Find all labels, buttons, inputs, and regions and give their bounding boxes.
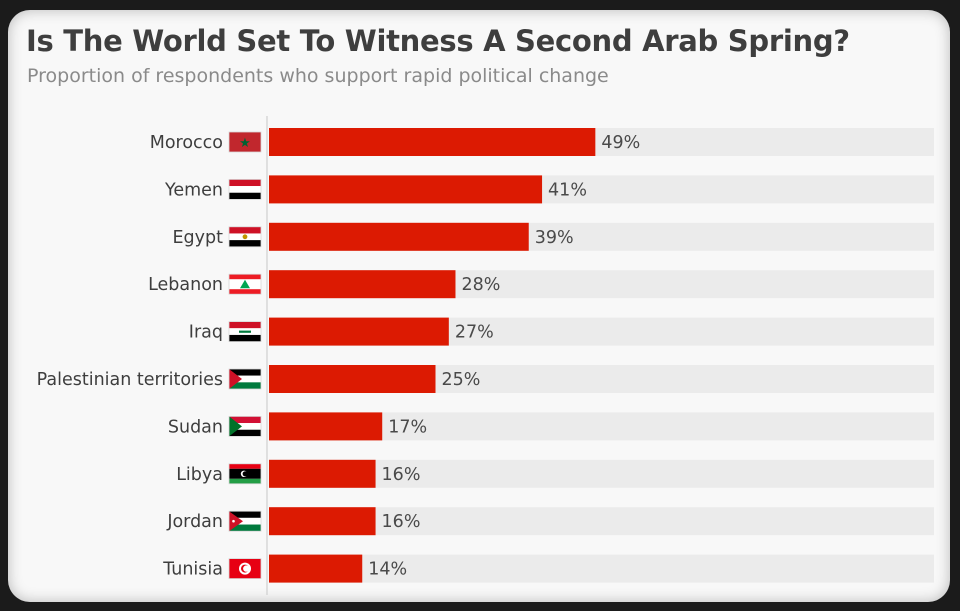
category-label-sudan: Sudan (168, 417, 223, 437)
value-label-libya: 16% (382, 465, 421, 485)
chart-card: Is The World Set To Witness A Second Ara… (8, 10, 950, 602)
yemen-flag-icon (228, 178, 262, 200)
bar-libya (269, 459, 376, 488)
palestine-flag-icon (228, 368, 262, 390)
libya-flag-icon (228, 463, 262, 485)
bar-iraq (269, 317, 449, 346)
value-label-tunisia: 14% (368, 560, 407, 580)
tunisia-flag-icon (228, 558, 262, 579)
bar-track-libya (269, 459, 934, 488)
egypt-flag-icon (228, 226, 262, 248)
svg-text:★: ★ (239, 136, 251, 151)
jordan-flag-icon (228, 510, 262, 532)
bar-track-tunisia (269, 554, 934, 583)
iraq-flag-icon (228, 321, 262, 343)
category-label-tunisia: Tunisia (162, 560, 223, 580)
category-label-yemen: Yemen (164, 180, 223, 200)
value-label-palestinian-territories: 25% (442, 370, 481, 390)
category-label-jordan: Jordan (166, 512, 223, 532)
value-label-yemen: 41% (548, 180, 587, 200)
bar-morocco (269, 128, 596, 156)
category-label-libya: Libya (176, 465, 223, 485)
bar-chart: 49% ★ Morocco 41% Yemen 39% Egypt 28% Lebanon 27%… (37, 116, 934, 595)
chart-title: Is The World Set To Witness A Second Ara… (26, 24, 850, 58)
value-label-morocco: 49% (601, 133, 640, 153)
bar-jordan (269, 507, 376, 536)
bar-lebanon (269, 270, 456, 299)
morocco-flag-icon: ★ (228, 131, 262, 153)
bar-yemen (269, 175, 543, 204)
category-label-egypt: Egypt (173, 228, 224, 248)
bar-palestinian-territories (269, 365, 436, 393)
category-label-iraq: Iraq (189, 323, 223, 343)
value-label-egypt: 39% (535, 228, 574, 248)
value-label-sudan: 17% (388, 417, 427, 437)
category-label-lebanon: Lebanon (148, 275, 223, 295)
bar-egypt (269, 222, 529, 251)
category-label-morocco: Morocco (150, 133, 223, 153)
chart-subtitle: Proportion of respondents who support ra… (27, 65, 609, 87)
bar-sudan (269, 412, 383, 441)
sudan-flag-icon (228, 415, 262, 437)
bar-tunisia (269, 554, 363, 583)
value-label-lebanon: 28% (461, 275, 500, 295)
value-label-iraq: 27% (455, 323, 494, 343)
category-label-palestinian-territories: Palestinian territories (37, 370, 223, 390)
value-label-jordan: 16% (382, 512, 421, 532)
lebanon-flag-icon (228, 273, 262, 295)
bar-track-jordan (269, 507, 934, 536)
